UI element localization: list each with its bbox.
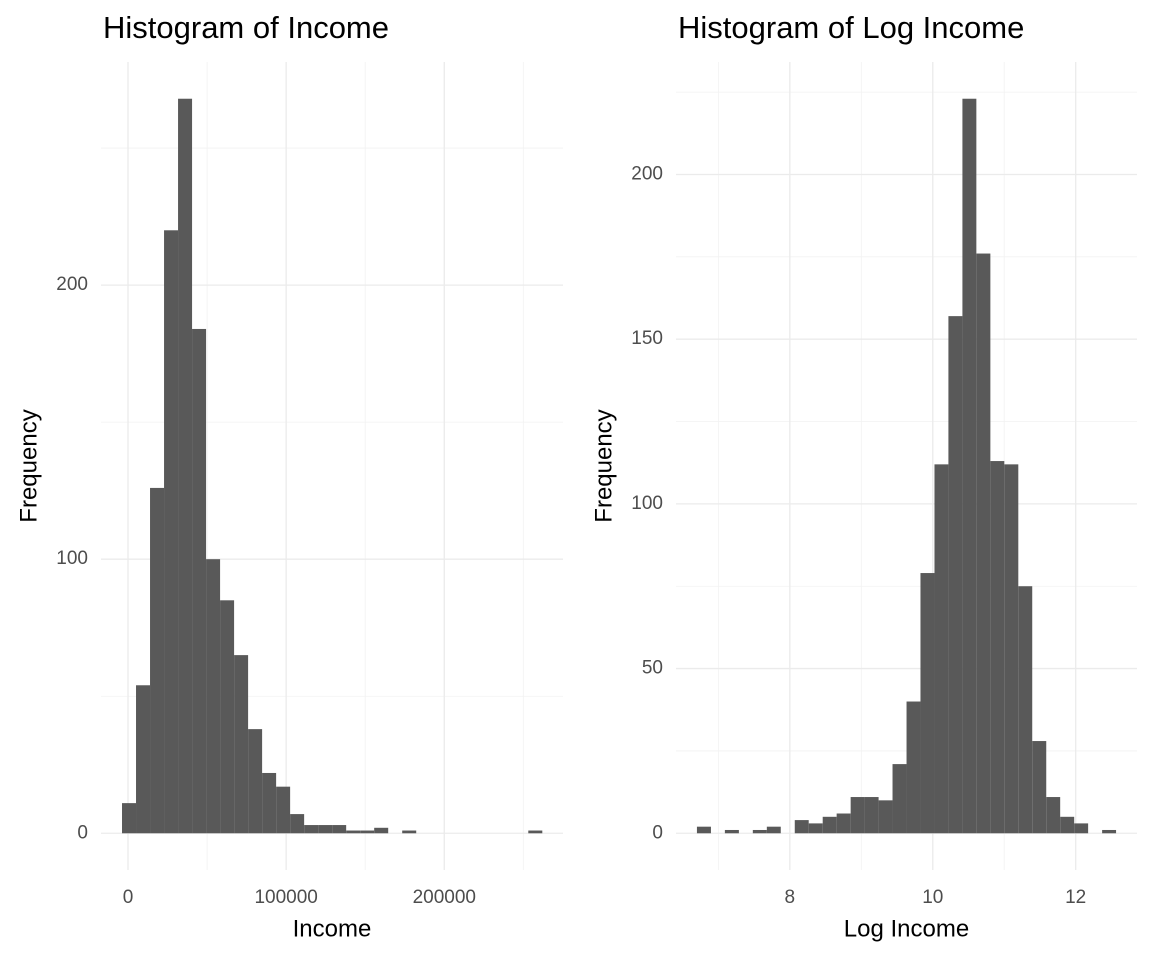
bar <box>794 820 809 834</box>
bar <box>1102 829 1117 834</box>
bar <box>1004 464 1019 834</box>
bar <box>346 830 361 834</box>
bar <box>962 98 977 834</box>
x-tick-label: 0 <box>123 887 134 908</box>
bar <box>304 825 319 834</box>
y-axis-title: Frequency <box>15 409 42 522</box>
chart-title: Histogram of Log Income <box>678 10 1024 45</box>
bar <box>206 559 221 834</box>
bar <box>374 827 389 834</box>
bar <box>864 797 879 834</box>
bar <box>192 328 207 834</box>
bar <box>836 813 851 834</box>
x-tick-label: 10 <box>922 887 943 908</box>
y-tick-label: 150 <box>631 328 663 349</box>
bar <box>220 600 235 834</box>
bar <box>878 800 893 834</box>
y-tick-label: 100 <box>56 548 88 569</box>
bar <box>234 655 249 834</box>
bar <box>934 464 949 834</box>
bar <box>892 764 907 834</box>
x-tick-label: 100000 <box>254 887 317 908</box>
bar <box>178 98 193 834</box>
bar <box>1074 823 1089 834</box>
y-tick-label: 200 <box>631 164 663 185</box>
bar <box>248 729 263 834</box>
bar <box>766 826 781 834</box>
bar <box>262 772 277 834</box>
bar <box>976 253 991 834</box>
bar <box>822 816 837 834</box>
bar <box>528 830 543 834</box>
x-tick-label: 200000 <box>413 887 476 908</box>
bar <box>920 573 935 834</box>
bar <box>1032 741 1047 834</box>
bar <box>136 685 151 834</box>
bar <box>724 829 739 834</box>
x-tick-label: 12 <box>1065 887 1086 908</box>
bar <box>164 230 179 834</box>
bar <box>276 786 291 834</box>
y-tick-label: 0 <box>652 822 663 843</box>
x-axis-title: Log Income <box>844 915 969 942</box>
bar <box>948 316 963 834</box>
bar <box>290 814 305 834</box>
x-tick-label: 8 <box>785 887 796 908</box>
y-tick-label: 100 <box>631 493 663 514</box>
y-tick-label: 50 <box>642 658 663 679</box>
x-axis-title: Income <box>293 915 372 942</box>
chart-title: Histogram of Income <box>103 10 389 45</box>
y-axis-title: Frequency <box>590 409 617 522</box>
bar <box>332 825 347 834</box>
bar <box>906 701 921 834</box>
bar <box>990 461 1005 834</box>
bar <box>1060 816 1075 834</box>
bar <box>122 803 137 834</box>
bar <box>696 826 711 834</box>
bar <box>850 797 865 834</box>
bar <box>150 487 165 834</box>
bar <box>318 825 333 834</box>
bar <box>752 829 767 834</box>
y-tick-label: 0 <box>77 822 88 843</box>
bar <box>360 830 375 834</box>
bar <box>1018 586 1033 834</box>
bar <box>402 830 417 834</box>
bar <box>1046 797 1061 834</box>
y-tick-label: 200 <box>56 274 88 295</box>
bar <box>808 823 823 834</box>
